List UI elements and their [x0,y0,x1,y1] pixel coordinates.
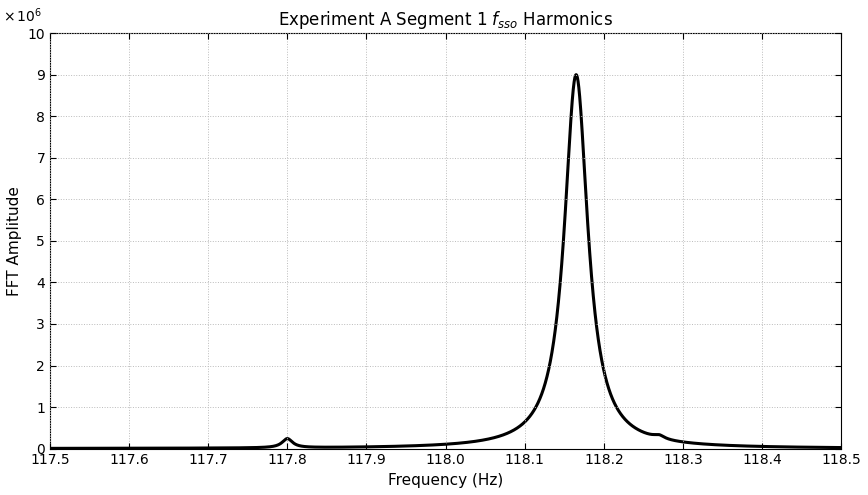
Y-axis label: FFT Amplitude: FFT Amplitude [7,186,22,296]
Title: Experiment A Segment 1 $f_{sso}$ Harmonics: Experiment A Segment 1 $f_{sso}$ Harmoni… [278,9,613,31]
Text: $\times\,10^6$: $\times\,10^6$ [3,6,42,25]
X-axis label: Frequency (Hz): Frequency (Hz) [388,473,503,488]
